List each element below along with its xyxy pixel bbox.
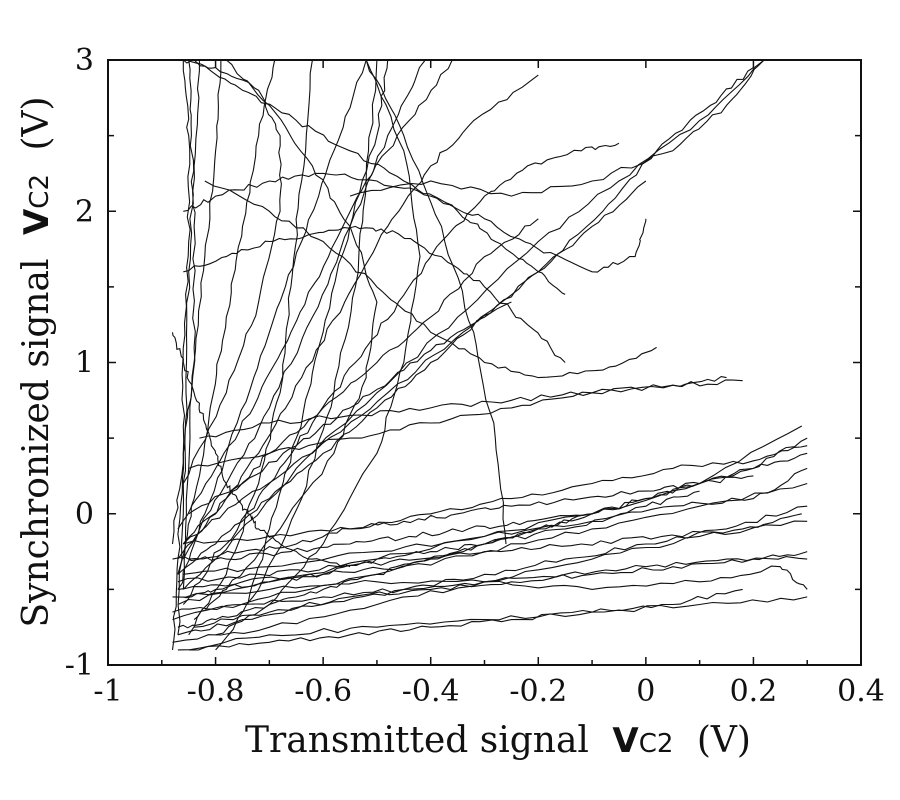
trace-39 [193,59,566,295]
x-tick-label-3: -0.4 [402,674,460,709]
trace-28 [171,59,222,545]
trace-13 [172,452,808,562]
axis-ticks [107,59,862,666]
trajectory-traces [171,59,808,651]
trace-26 [177,60,200,635]
y-tick-label-4: 3 [75,43,94,78]
y-tick-label-3: 2 [75,194,94,229]
x-tick-label-6: 0.2 [730,674,778,709]
x-tick-label-4: -0.2 [509,674,567,709]
trace-23 [177,59,367,590]
trace-10 [172,556,808,613]
axis-tick-labels: -1 -0.8 -0.6 -0.4 -0.2 0 0.2 0.4 -1 0 1 2 3 [65,43,885,709]
trace-31 [247,59,389,605]
trace-29 [177,59,453,530]
trace-33 [182,59,765,605]
x-axis-label-symbol: V [612,721,639,761]
y-axis-label: Synchronized signal VC2 (V) [16,96,57,627]
x-tick-label-1: -0.8 [187,674,245,709]
trace-17 [188,301,512,515]
x-axis-label: Transmitted signal VC2 (V) [245,720,751,761]
x-tick-label-7: 0.4 [837,674,885,709]
trace-40 [183,225,566,363]
trace-21 [182,142,620,590]
trace-38 [365,59,507,545]
y-axis-label-subscript: C2 [25,174,55,209]
trace-9 [183,467,808,575]
trace-42 [215,59,378,651]
x-tick-label-0: -1 [93,674,122,709]
trace-44 [182,59,282,484]
trace-16 [199,376,727,439]
trace-37 [193,59,378,621]
trace-15 [188,379,743,469]
trace-32 [182,67,754,545]
trace-19 [177,74,539,560]
trace-7 [172,565,808,598]
trace-36 [204,180,657,379]
x-tick-label-2: -0.6 [294,674,352,709]
trace-18 [182,218,539,545]
x-tick-label-5: 0 [636,674,655,709]
trace-27 [182,59,196,590]
y-tick-label-2: 1 [75,346,94,381]
trace-45 [188,475,754,560]
y-tick-label-0: -1 [65,648,94,683]
trace-6 [177,596,808,651]
trace-24 [177,59,276,575]
trace-22 [182,59,426,560]
trace-34 [349,59,765,197]
trace-25 [171,60,191,650]
trace-41 [188,59,313,636]
y-axis-label-symbol: V [17,208,57,235]
y-tick-label-1: 0 [75,497,94,532]
trace-2 [177,505,808,636]
trace-8 [188,588,743,651]
trace-20 [177,180,647,575]
trace-43 [171,332,351,568]
trace-47 [177,513,802,583]
trace-30 [215,59,421,636]
trace-46 [194,551,808,628]
x-axis-label-subscript: C2 [639,729,674,759]
trace-14 [183,445,808,545]
y-axis-label-unit: (V) [16,96,57,150]
x-axis-label-unit: (V) [697,720,751,761]
y-axis-label-text: Synchronized signal [16,258,57,627]
trace-35 [183,172,647,273]
trace-12 [177,490,700,590]
x-axis-label-text: Transmitted signal [245,720,589,761]
